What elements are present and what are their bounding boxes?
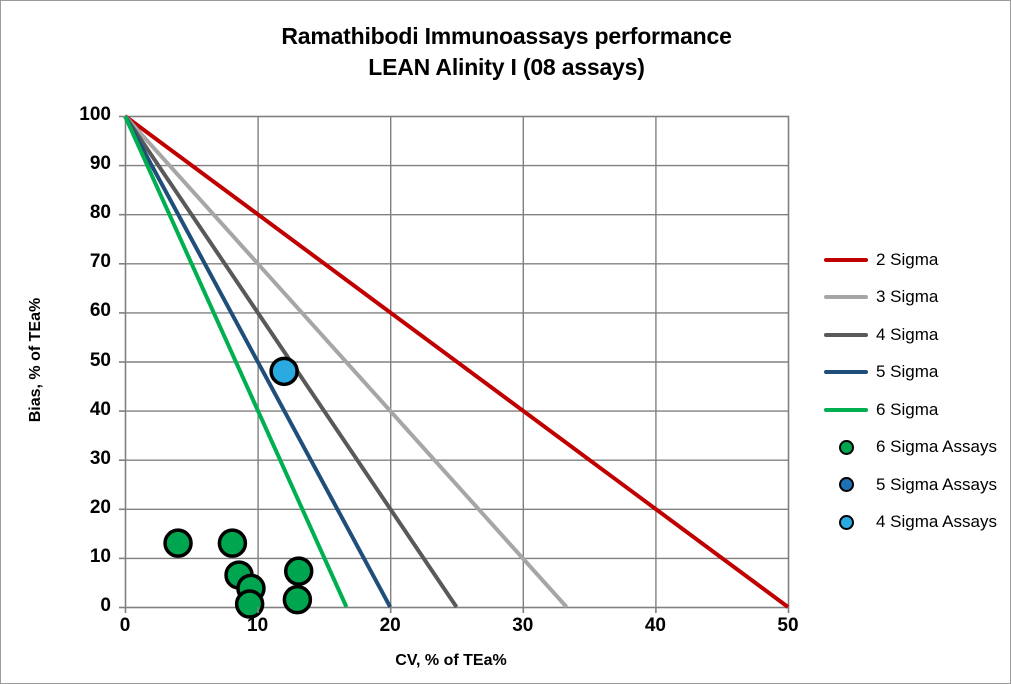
x-tick-label: 10 [247,615,269,636]
x-tick-label: 30 [512,615,534,636]
legend-line-swatch [823,370,869,375]
legend-marker-swatch [823,477,869,493]
y-tick-label: 30 [89,447,111,469]
legend-line-swatch [823,257,869,262]
sigma-line-5-sigma [123,115,392,608]
legend-label: 6 Sigma Assays [876,437,997,457]
tick-marks [119,115,790,613]
y-tick-label: 10 [89,545,111,567]
data-point-4-sigma-assays[interactable] [269,356,299,387]
data-point-6-sigma-assays[interactable] [163,528,193,558]
y-tick-label: 80 [89,202,111,224]
x-tick-label: 0 [119,615,131,636]
sigma-lines [123,114,790,609]
data-point-6-sigma-assays[interactable] [283,556,314,586]
legend-line-swatch [823,407,869,412]
legend-line-glyph [824,295,868,300]
y-tick-label: 70 [89,251,111,273]
sigma-line-2-sigma [123,114,790,609]
legend-label: 5 Sigma [876,362,939,382]
legend-label: 4 Sigma Assays [876,512,997,532]
y-tick-label: 60 [89,300,111,322]
y-tick-label: 0 [100,595,111,616]
legend-line-swatch [823,332,869,337]
legend-label: 6 Sigma [876,399,939,419]
legend-item-3-sigma[interactable]: 3 Sigma [823,279,1003,317]
y-tick-label: 50 [89,349,111,371]
legend-marker-swatch [823,514,869,530]
data-point-6-sigma-assays[interactable] [282,584,313,615]
legend-line-swatch [823,295,869,300]
legend-line-glyph [824,332,868,337]
legend-marker-glyph [838,477,854,493]
legend-item-6-sigma-assays[interactable]: 6 Sigma Assays [823,429,1003,467]
legend-item-2-sigma[interactable]: 2 Sigma [823,241,1003,279]
legend-marker-glyph [838,439,854,455]
legend-label: 3 Sigma [876,287,939,307]
data-point-6-sigma-assays[interactable] [234,589,265,619]
legend-item-5-sigma[interactable]: 5 Sigma [823,354,1003,392]
legend-item-6-sigma[interactable]: 6 Sigma [823,391,1003,429]
legend-line-glyph [824,257,868,262]
chart-title-line: Ramathibodi Immunoassays performance [281,23,732,49]
legend-label: 4 Sigma [876,324,939,344]
sigma-line-6-sigma [123,115,349,608]
x-tick-label: 40 [644,615,666,636]
legend-label: 2 Sigma [876,249,939,269]
y-tick-label: 90 [89,153,111,175]
page-title: Ramathibodi Immunoassays performance LEA… [1,21,1010,83]
legend-item-4-sigma[interactable]: 4 Sigma [823,316,1003,354]
legend-marker-swatch [823,439,869,455]
data-points [163,356,314,619]
y-tick-label: 20 [89,496,111,518]
legend-marker-glyph [838,514,854,530]
x-tick-label: 20 [379,615,401,636]
legend-item-5-sigma-assays[interactable]: 5 Sigma Assays [823,466,1003,504]
legend-line-glyph [824,407,868,412]
x-tick-label: 50 [777,615,799,636]
y-axis-title: Bias, % of TEa% [27,297,44,423]
x-axis-title: CV, % of TEa% [395,652,507,669]
plot-frame [124,115,790,609]
y-tick-label: 40 [89,398,111,420]
legend-label: 5 Sigma Assays [876,474,997,494]
chart-subtitle-line: LEAN Alinity I (08 assays) [368,54,645,80]
sigma-line-3-sigma [123,114,569,609]
legend-line-glyph [824,370,868,375]
data-point-6-sigma-assays[interactable] [217,528,248,558]
legend-item-4-sigma-assays[interactable]: 4 Sigma Assays [823,504,1003,542]
y-tick-label: 100 [79,104,111,125]
chart-legend: 2 Sigma 3 Sigma 4 Sigma 5 Sigma 6 Sigma 6 Sig… [823,241,1003,541]
